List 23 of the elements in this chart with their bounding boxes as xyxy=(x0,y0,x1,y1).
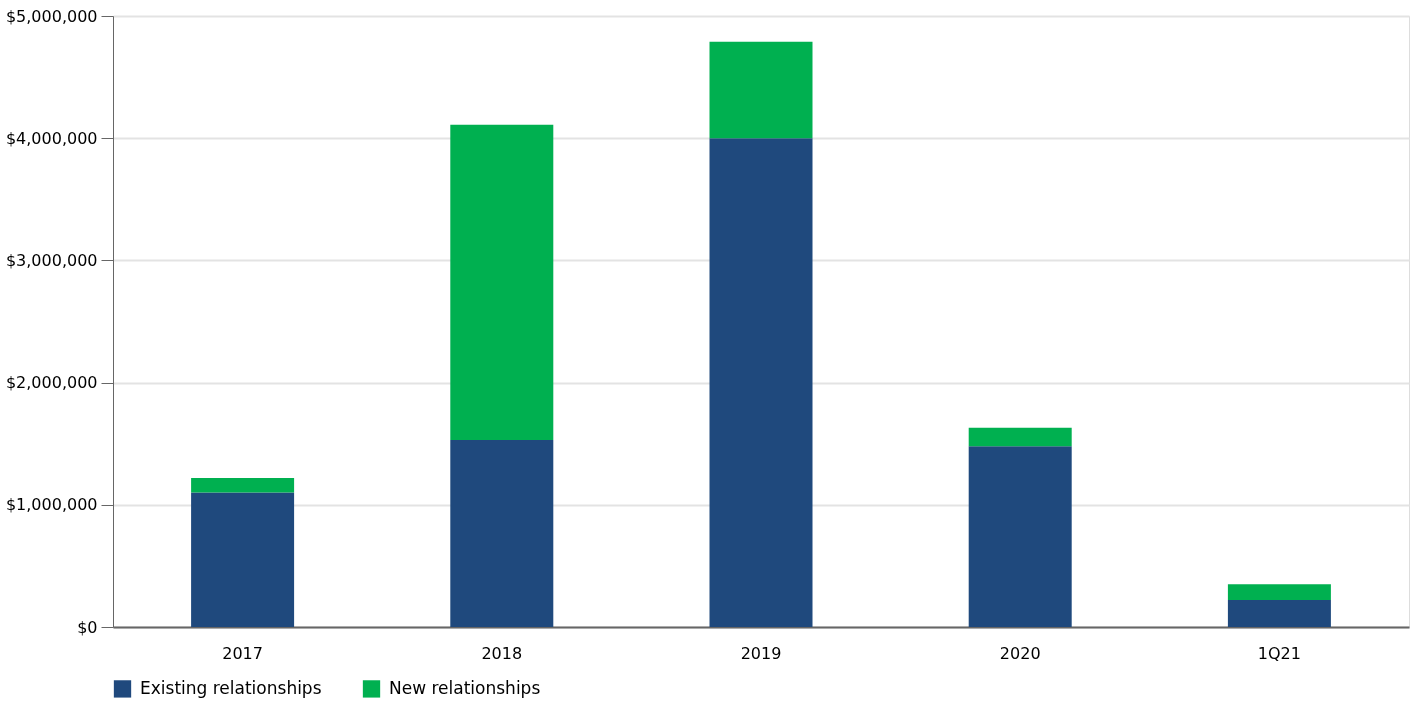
bar xyxy=(191,477,295,493)
x-tick-label: 2019 xyxy=(740,643,782,663)
bar xyxy=(709,138,813,627)
bar xyxy=(1227,584,1331,601)
bar xyxy=(1227,600,1331,627)
bar xyxy=(450,124,554,441)
bar xyxy=(709,41,813,139)
legend-label: New relationships xyxy=(389,677,541,698)
x-tick-label: 2017 xyxy=(222,643,263,663)
y-tick-label: $4,000,000 xyxy=(5,128,98,148)
x-tick-label: 2018 xyxy=(481,643,523,663)
bar xyxy=(450,440,554,627)
y-tick-label: $2,000,000 xyxy=(5,373,98,393)
bar xyxy=(968,446,1072,627)
x-tick-label: 1Q21 xyxy=(1257,643,1301,663)
y-tick-label: $0 xyxy=(77,617,98,637)
bar xyxy=(968,427,1072,447)
x-tick-label: 2020 xyxy=(999,643,1041,663)
bar xyxy=(191,492,295,627)
y-tick-label: $3,000,000 xyxy=(5,250,98,270)
y-tick-label: $1,000,000 xyxy=(5,495,98,515)
legend-label: Existing relationships xyxy=(140,677,322,698)
y-tick-label: $5,000,000 xyxy=(5,6,98,26)
